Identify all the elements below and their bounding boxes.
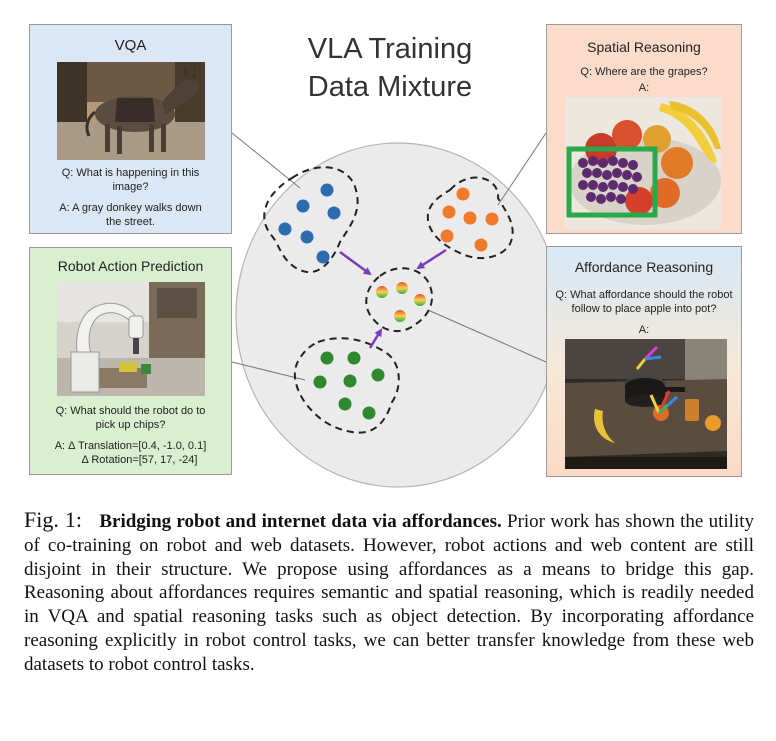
- affordance-panel: Affordance Reasoning Q: What affordance …: [546, 246, 742, 477]
- vqa-question-line1: Q: What is happening in this: [61, 167, 200, 179]
- mixed-dot: [394, 310, 406, 322]
- robot-panel: Robot Action Prediction Q: What should t…: [29, 247, 232, 475]
- mixed-dot: [396, 282, 408, 294]
- spatial-answer: A:: [638, 82, 650, 94]
- robot-question-line2: pick up chips?: [95, 419, 166, 431]
- arrow-vqa-to-mix: [339, 250, 372, 276]
- diagram-title: VLA Training Data Mixture: [265, 30, 515, 106]
- robot-dot: [362, 406, 376, 420]
- data-mixture-diagram: [231, 132, 561, 488]
- affordance-title: Affordance Reasoning: [574, 259, 714, 275]
- robot-dot: [347, 351, 361, 365]
- vqa-dot: [320, 183, 334, 197]
- connector-robot: [231, 361, 306, 381]
- caption-bold-title: Bridging robot and internet data via aff…: [99, 511, 502, 532]
- diagram-title-line1: VLA Training: [307, 33, 473, 65]
- vqa-question-line2: image?: [112, 181, 149, 193]
- spatial-panel: Spatial Reasoning Q: Where are the grape…: [546, 24, 742, 234]
- robot-title: Robot Action Prediction: [57, 258, 204, 274]
- robot-answer: A: Δ Translation=[0.4, -1.0, 0.1] Δ Rota…: [30, 439, 231, 467]
- diagram-title-line2: Data Mixture: [307, 71, 473, 103]
- affordance-question: Q: What affordance should the robot foll…: [547, 288, 741, 316]
- robot-question: Q: What should the robot do to pick up c…: [30, 404, 231, 432]
- robot-cluster-blob: [293, 337, 400, 434]
- spatial-dot: [485, 212, 499, 226]
- connector-affordance: [427, 309, 547, 363]
- vqa-dot: [316, 250, 330, 264]
- spatial-dot: [456, 187, 470, 201]
- robot-dot: [338, 397, 352, 411]
- vqa-answer-line2: the street.: [106, 216, 155, 228]
- connector-vqa: [231, 132, 301, 189]
- spatial-dot: [442, 205, 456, 219]
- affordance-answer: A:: [638, 324, 650, 336]
- vqa-dot: [327, 206, 341, 220]
- connector-spatial: [497, 132, 547, 206]
- spatial-cluster-blob: [426, 176, 514, 260]
- vqa-answer-line1: A: A gray donkey walks down: [59, 202, 202, 214]
- spatial-question: Q: Where are the grapes?: [580, 66, 708, 78]
- robot-dot: [343, 374, 357, 388]
- robot-answer-line1: A: Δ Translation=[0.4, -1.0, 0.1]: [54, 440, 207, 452]
- robot-dot: [313, 375, 327, 389]
- robot-dot: [320, 351, 334, 365]
- affordance-question-line2: follow to place apple into pot?: [571, 303, 717, 315]
- mixed-dot: [414, 294, 426, 306]
- spatial-title: Spatial Reasoning: [587, 39, 701, 55]
- spatial-dot: [440, 229, 454, 243]
- mixed-dot: [376, 286, 388, 298]
- donkey-photo: [57, 62, 205, 160]
- fruit-bowl-photo: [565, 97, 721, 229]
- vqa-panel: VQA Q: What is happening in this: [29, 24, 232, 234]
- affordance-question-line1: Q: What affordance should the robot: [555, 289, 733, 301]
- vqa-dot: [296, 199, 310, 213]
- vqa-dot: [278, 222, 292, 236]
- vqa-cluster-blob: [263, 166, 359, 273]
- figure: VLA Training Data Mixture VQA: [29, 24, 742, 488]
- vqa-question: Q: What is happening in this image?: [30, 166, 231, 194]
- robot-answer-line2: Δ Rotation=[57, 17, -24]: [81, 454, 198, 466]
- arrow-spatial-to-mix: [416, 248, 447, 270]
- caption-label: Fig. 1:: [24, 507, 95, 532]
- robot-photo: [57, 282, 205, 396]
- vqa-answer: A: A gray donkey walks down the street.: [30, 201, 231, 229]
- vqa-dot: [300, 230, 314, 244]
- mixed-cluster-blob: [365, 267, 434, 332]
- caption-body: Prior work has shown the utility of co-t…: [24, 511, 754, 675]
- spatial-dot: [474, 238, 488, 252]
- robot-question-line1: Q: What should the robot do to: [55, 405, 206, 417]
- spatial-dot: [463, 211, 477, 225]
- vqa-title: VQA: [114, 37, 147, 54]
- arrow-robot-to-mix: [368, 328, 383, 349]
- robot-dot: [371, 368, 385, 382]
- figure-caption: Fig. 1: Bridging robot and internet data…: [24, 508, 754, 677]
- kitchen-photo: [565, 339, 727, 469]
